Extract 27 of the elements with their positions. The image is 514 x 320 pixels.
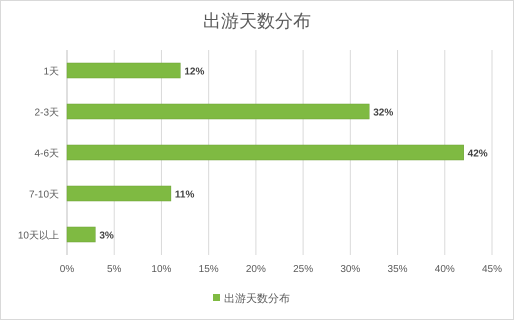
- data-label: 12%: [184, 66, 204, 78]
- x-tick-label: 15%: [198, 264, 219, 275]
- x-tick-label: 30%: [340, 264, 360, 275]
- y-tick-label: 7-10天: [28, 190, 59, 200]
- data-label: 42%: [468, 148, 488, 160]
- bar: [66, 144, 464, 160]
- y-tick-label: 2-3天: [34, 108, 59, 118]
- x-tick-label: 10%: [151, 264, 172, 275]
- bar: [66, 186, 172, 202]
- x-tick-label: 20%: [246, 264, 266, 275]
- bar: [66, 104, 370, 120]
- bar: [66, 62, 181, 78]
- bar: [66, 226, 96, 242]
- x-tick-label: 40%: [434, 264, 455, 275]
- data-label: 3%: [99, 230, 114, 242]
- legend-label: 出游天数分布: [224, 292, 290, 305]
- y-tick-label: 1天: [43, 66, 59, 78]
- chart-title: 出游天数分布: [203, 11, 311, 31]
- y-tick-label: 4-6天: [34, 148, 59, 160]
- x-tick-label: 0%: [60, 264, 74, 275]
- x-tick-label: 5%: [106, 264, 122, 275]
- x-tick-label: 25%: [293, 264, 314, 275]
- x-tick-label: 45%: [482, 264, 502, 275]
- data-label: 11%: [174, 190, 194, 200]
- data-label: 32%: [373, 108, 394, 118]
- y-tick-label: 10天以上: [18, 230, 59, 242]
- x-tick-label: 35%: [388, 264, 408, 275]
